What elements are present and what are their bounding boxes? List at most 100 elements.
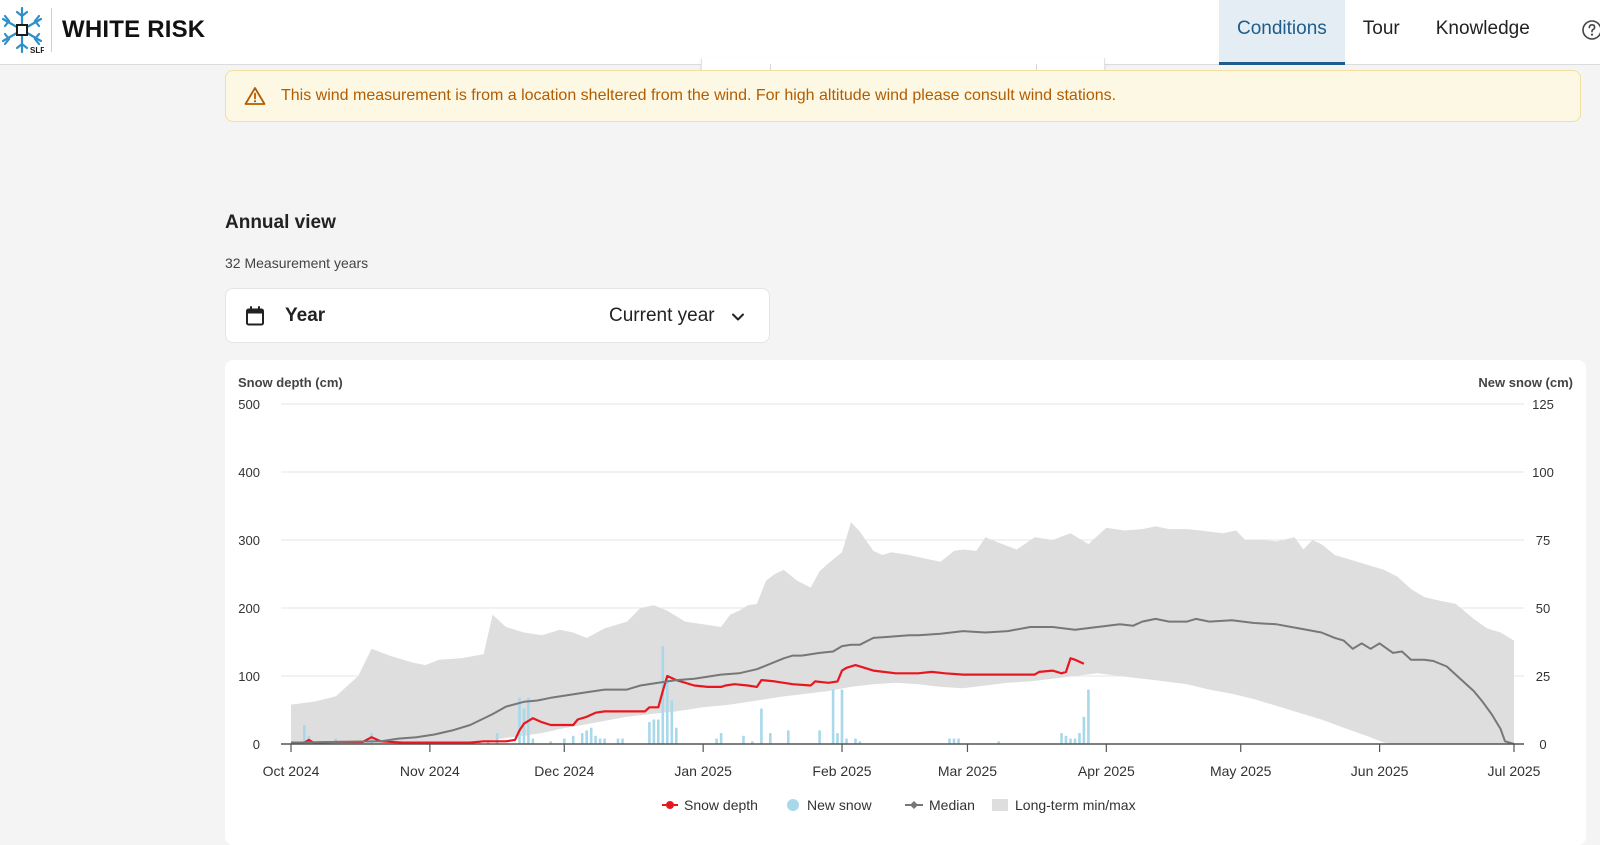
chevron-down-icon[interactable]: [729, 308, 747, 326]
legend-minmax: Long-term min/max: [1015, 797, 1136, 813]
legend-median-marker: [910, 801, 918, 809]
new-snow-bar: [675, 727, 678, 744]
new-snow-bar: [370, 733, 373, 744]
main-nav: Conditions Tour Knowledge: [1219, 0, 1548, 65]
new-snow-bar: [549, 741, 553, 744]
right-tick-label: 125: [1532, 397, 1554, 412]
new-snow-bar: [594, 735, 597, 744]
minmax-band: [291, 522, 1514, 744]
right-tick-label: 75: [1536, 533, 1550, 548]
new-snow-bar: [563, 738, 566, 744]
new-snow-bar: [589, 727, 593, 744]
new-snow-bar: [997, 741, 1001, 744]
new-snow-bar: [598, 738, 602, 744]
left-tick-label: 500: [238, 397, 260, 412]
new-snow-bar: [845, 738, 848, 744]
nav-tab-knowledge[interactable]: Knowledge: [1435, 18, 1530, 39]
legend-minmax-marker: [992, 799, 1008, 811]
left-tick-label: 0: [253, 737, 260, 752]
year-value[interactable]: Current year: [609, 305, 715, 326]
new-snow-bar: [948, 738, 951, 744]
new-snow-bar: [751, 741, 754, 744]
new-snow-bar: [518, 697, 521, 744]
new-snow-bar: [657, 719, 660, 744]
measurement-years: 32 Measurement years: [225, 255, 369, 271]
section-title: Annual view: [225, 212, 336, 233]
new-snow-bar: [580, 733, 584, 744]
x-tick-label: Dec 2024: [534, 763, 594, 779]
new-snow-bar: [840, 689, 844, 744]
snow-depth-chart: Snow depth (cm) New snow (cm) 0 100 200 300 40…: [238, 375, 1573, 813]
x-tick-label: Feb 2025: [812, 763, 871, 779]
new-snow-bar: [957, 738, 960, 744]
new-snow-bar: [666, 676, 669, 744]
new-snow-bar: [787, 730, 790, 744]
new-snow-bar: [715, 738, 718, 744]
left-tick-label: 100: [238, 669, 260, 684]
new-snow-bar: [603, 738, 606, 744]
new-snow-bar: [831, 689, 835, 744]
logo-label: SLF: [30, 46, 44, 54]
new-snow-bar: [1069, 738, 1072, 744]
x-tick-label: Jul 2025: [1488, 763, 1541, 779]
new-snow-bar: [952, 738, 956, 744]
new-snow-bar: [621, 738, 624, 744]
right-axis-title: New snow (cm): [1478, 375, 1573, 390]
new-snow-bar: [1073, 738, 1077, 744]
x-tick-label: Apr 2025: [1078, 763, 1135, 779]
left-tick-label: 400: [238, 465, 260, 480]
new-snow-bar: [854, 738, 857, 744]
logo-divider: [51, 8, 52, 52]
new-snow-bar: [571, 735, 575, 744]
new-snow-bar: [652, 719, 656, 744]
new-snow-bar: [585, 730, 588, 744]
median-line: [290, 617, 1515, 745]
new-snow-bar: [818, 730, 821, 744]
new-snow-bar: [836, 733, 839, 744]
new-snow-bar: [858, 741, 862, 744]
nav-tab-conditions[interactable]: Conditions: [1219, 0, 1345, 65]
new-snow-bar: [1087, 689, 1090, 744]
year-label: Year: [285, 305, 326, 326]
help-circle-icon[interactable]: [1581, 19, 1600, 41]
calendar-icon: [246, 306, 264, 326]
new-snow-bar: [531, 738, 535, 744]
new-snow-bar: [742, 735, 745, 744]
x-tick-label: Mar 2025: [938, 763, 997, 779]
x-tick-label: May 2025: [1210, 763, 1272, 779]
warning-text: This wind measurement is from a location…: [281, 87, 1117, 104]
new-snow-bar: [760, 708, 763, 744]
right-tick-label: 50: [1536, 601, 1550, 616]
new-snow-bar: [486, 741, 490, 744]
x-tick-label: Nov 2024: [400, 763, 460, 779]
warning-triangle-icon: [244, 87, 266, 105]
snowflake-logo-icon[interactable]: SLF: [0, 6, 44, 54]
legend-snow-depth-marker: [666, 801, 674, 809]
wind-warning-banner: This wind measurement is from a location…: [225, 70, 1581, 122]
snow-chart-card: Snow depth (cm) New snow (cm) 0 100 200 300 40…: [225, 360, 1586, 845]
left-tick-label: 300: [238, 533, 260, 548]
new-snow-bar: [719, 733, 723, 744]
new-snow-bar: [670, 700, 674, 744]
left-tick-label: 200: [238, 601, 260, 616]
left-axis-title: Snow depth (cm): [238, 375, 343, 390]
legend-median: Median: [929, 797, 975, 813]
new-snow-bar: [495, 733, 499, 744]
x-tick-label: Jun 2025: [1351, 763, 1409, 779]
new-snow-bar: [1078, 733, 1081, 744]
year-selector[interactable]: Year Current year: [225, 288, 770, 343]
new-snow-bar: [616, 738, 620, 744]
snow-depth-line: [291, 657, 1085, 744]
x-tick-label: Jan 2025: [674, 763, 732, 779]
nav-tab-tour[interactable]: Tour: [1362, 18, 1400, 39]
new-snow-bar: [1060, 733, 1063, 744]
legend-snow-depth: Snow depth: [684, 797, 758, 813]
top-header: SLF WHITE RISK Conditions Tour Knowledge: [0, 0, 1600, 65]
new-snow-bar: [1064, 735, 1068, 744]
new-snow-bar: [303, 725, 306, 744]
right-tick-label: 25: [1536, 669, 1550, 684]
right-tick-label: 100: [1532, 465, 1554, 480]
app-title[interactable]: WHITE RISK: [62, 16, 206, 43]
legend-new-snow-marker: [787, 799, 799, 811]
right-tick-label: 0: [1539, 737, 1546, 752]
